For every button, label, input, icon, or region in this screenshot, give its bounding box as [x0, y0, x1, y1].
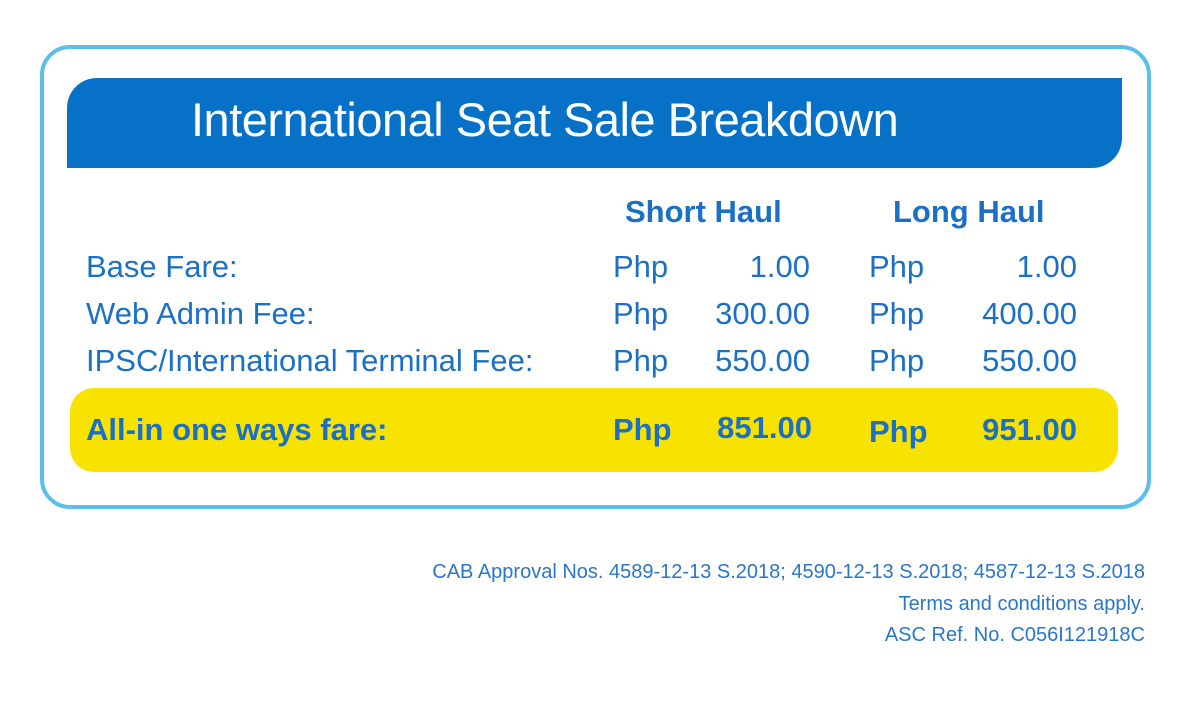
currency-long-haul: Php — [869, 249, 925, 284]
terms-text: Terms and conditions apply. — [898, 593, 1145, 615]
total-highlight — [70, 388, 1118, 472]
currency-short-haul: Php — [613, 249, 669, 284]
total-amount-long-haul: 951.00 — [982, 412, 1077, 447]
fee-label: IPSC/International Terminal Fee: — [86, 343, 534, 378]
asc-ref-text: ASC Ref. No. C056I121918C — [884, 624, 1145, 646]
total-currency-short-haul: Php — [613, 412, 672, 447]
column-header-short-haul: Short Haul — [625, 194, 782, 229]
fee-label: Web Admin Fee: — [86, 296, 315, 331]
amount-long-haul: 1.00 — [1016, 249, 1077, 284]
cab-approval-text: CAB Approval Nos. 4589-12-13 S.2018; 459… — [432, 561, 1145, 583]
amount-long-haul: 400.00 — [982, 296, 1077, 331]
currency-long-haul: Php — [869, 343, 925, 378]
total-amount-short-haul: 851.00 — [717, 410, 812, 445]
total-label: All-in one ways fare: — [86, 412, 388, 447]
column-header-long-haul: Long Haul — [893, 194, 1045, 229]
amount-short-haul: 550.00 — [715, 343, 810, 378]
page-title: International Seat Sale Breakdown — [191, 93, 899, 146]
currency-short-haul: Php — [613, 343, 669, 378]
title-banner: International Seat Sale Breakdown — [67, 78, 1122, 168]
amount-long-haul: 550.00 — [982, 343, 1077, 378]
currency-short-haul: Php — [613, 296, 669, 331]
amount-short-haul: 1.00 — [749, 249, 810, 284]
fee-label: Base Fare: — [86, 249, 238, 284]
amount-short-haul: 300.00 — [715, 296, 810, 331]
currency-long-haul: Php — [869, 296, 925, 331]
total-currency-long-haul: Php — [869, 414, 928, 449]
fare-card — [40, 45, 1151, 509]
